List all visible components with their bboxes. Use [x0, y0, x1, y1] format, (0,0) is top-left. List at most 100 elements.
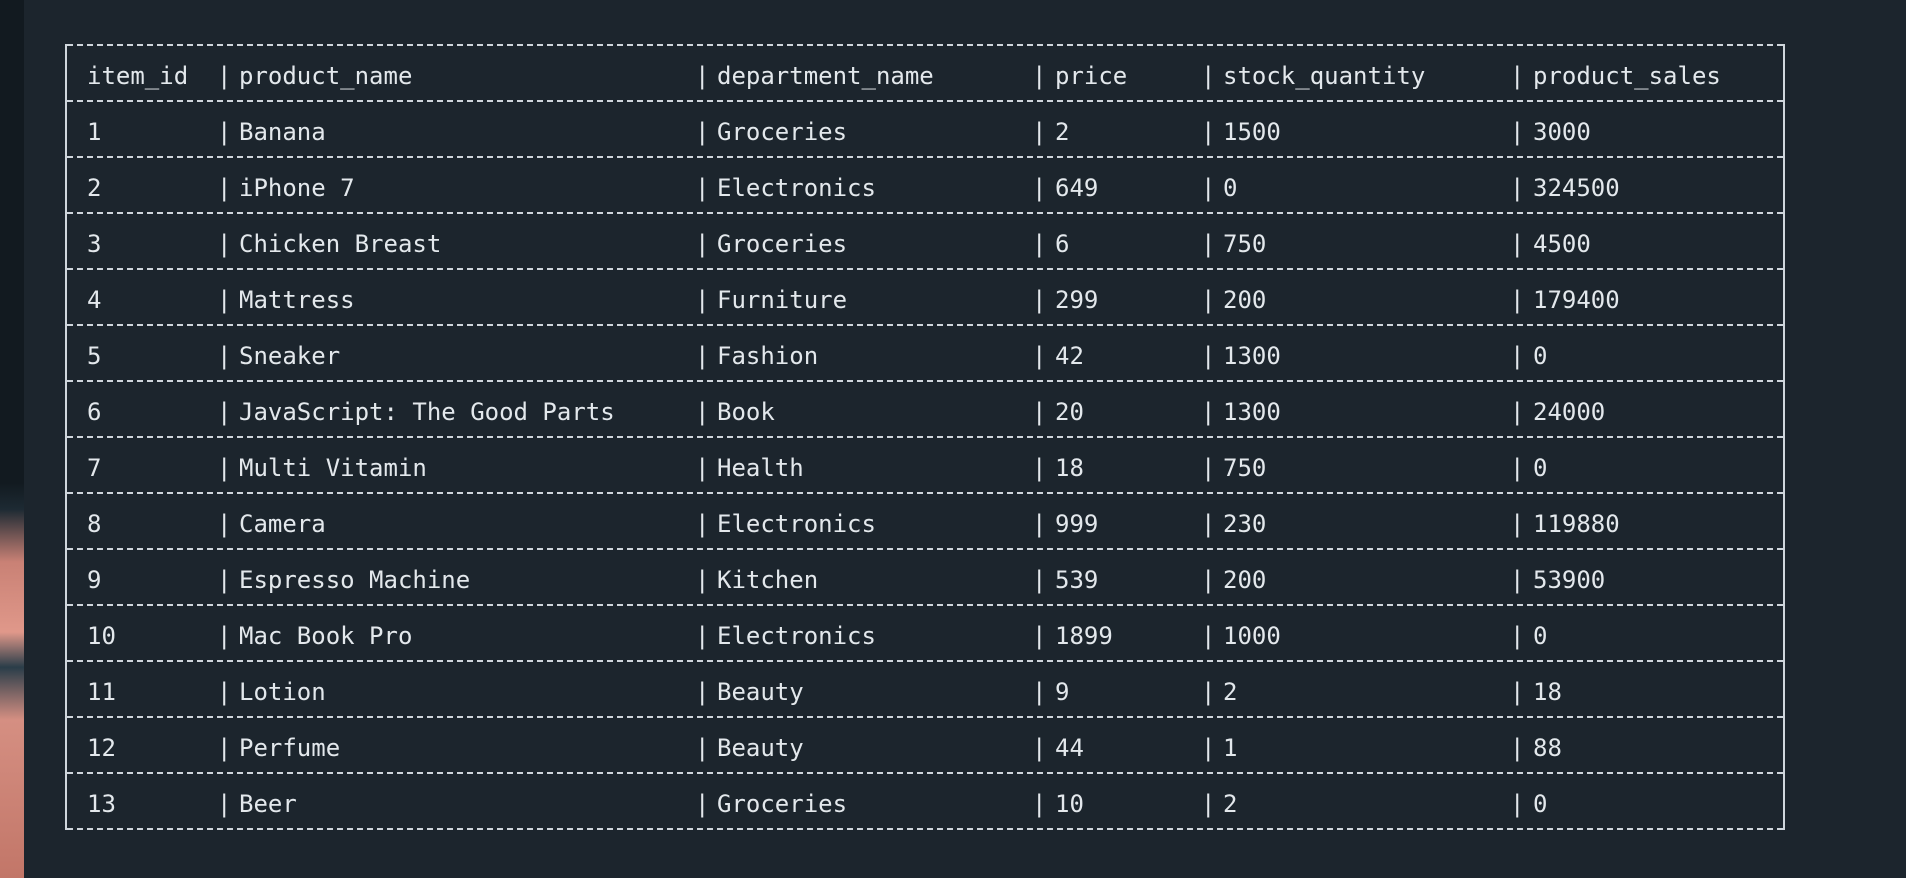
- row-divider: [67, 212, 1783, 214]
- column-separator: |: [1201, 678, 1216, 706]
- row-divider: [67, 380, 1783, 382]
- column-header-price: price: [1055, 62, 1128, 90]
- column-separator: |: [1510, 734, 1525, 762]
- cell-department-name: Health: [717, 454, 804, 482]
- column-separator: |: [217, 118, 232, 146]
- cell-stock-quantity: 1: [1223, 734, 1238, 762]
- row-divider: [67, 268, 1783, 270]
- column-separator: |: [695, 286, 710, 314]
- column-separator: |: [695, 118, 710, 146]
- cell-price: 539: [1055, 566, 1099, 594]
- cell-department-name: Furniture: [717, 286, 848, 314]
- row-divider: [67, 772, 1783, 774]
- column-separator: |: [217, 62, 232, 90]
- cell-department-name: Book: [717, 398, 775, 426]
- column-separator: |: [1510, 342, 1525, 370]
- column-separator: |: [695, 678, 710, 706]
- column-separator: |: [217, 230, 232, 258]
- column-separator: |: [217, 510, 232, 538]
- cell-stock-quantity: 2: [1223, 790, 1238, 818]
- cell-product-name: Banana: [239, 118, 326, 146]
- cell-product-name: Lotion: [239, 678, 326, 706]
- column-separator: |: [695, 454, 710, 482]
- row-divider: [67, 660, 1783, 662]
- column-separator: |: [1032, 62, 1047, 90]
- cell-price: 42: [1055, 342, 1084, 370]
- cell-product-sales: 88: [1533, 734, 1562, 762]
- column-separator: |: [217, 342, 232, 370]
- column-separator: |: [217, 174, 232, 202]
- column-separator: |: [1201, 342, 1216, 370]
- cell-department-name: Groceries: [717, 790, 848, 818]
- cell-stock-quantity: 200: [1223, 566, 1267, 594]
- cell-department-name: Fashion: [717, 342, 819, 370]
- cell-product-sales: 24000: [1533, 398, 1606, 426]
- row-divider: [67, 716, 1783, 718]
- column-separator: |: [217, 286, 232, 314]
- column-separator: |: [1510, 566, 1525, 594]
- cell-product-name: Camera: [239, 510, 326, 538]
- cell-product-sales: 0: [1533, 790, 1548, 818]
- cell-department-name: Beauty: [717, 734, 804, 762]
- column-separator: |: [1510, 398, 1525, 426]
- column-separator: |: [217, 622, 232, 650]
- column-separator: |: [1510, 174, 1525, 202]
- cell-product-name: Beer: [239, 790, 297, 818]
- query-result-table: item_id product_name department_name price s…: [65, 44, 1785, 830]
- column-separator: |: [1032, 230, 1047, 258]
- cell-department-name: Electronics: [717, 510, 876, 538]
- desktop-wallpaper: [0, 0, 24, 878]
- cell-product-sales: 3000: [1533, 118, 1591, 146]
- column-separator: |: [1201, 790, 1216, 818]
- column-separator: |: [695, 342, 710, 370]
- row-divider: [67, 100, 1783, 102]
- cell-product-sales: 0: [1533, 454, 1548, 482]
- cell-stock-quantity: 1300: [1223, 398, 1281, 426]
- column-separator: |: [695, 62, 710, 90]
- cell-department-name: Beauty: [717, 678, 804, 706]
- column-separator: |: [1201, 622, 1216, 650]
- row-divider: [67, 44, 1783, 46]
- column-separator: |: [1032, 118, 1047, 146]
- column-separator: |: [1510, 118, 1525, 146]
- column-header-stock-quantity: stock_quantity: [1223, 62, 1426, 90]
- column-separator: |: [1510, 678, 1525, 706]
- cell-stock-quantity: 200: [1223, 286, 1267, 314]
- column-separator: |: [1032, 286, 1047, 314]
- column-separator: |: [217, 678, 232, 706]
- cell-stock-quantity: 750: [1223, 230, 1267, 258]
- row-divider: [67, 436, 1783, 438]
- cell-price: 299: [1055, 286, 1099, 314]
- cell-price: 2: [1055, 118, 1070, 146]
- column-separator: |: [1032, 790, 1047, 818]
- column-separator: |: [1201, 510, 1216, 538]
- column-separator: |: [1201, 174, 1216, 202]
- column-separator: |: [1032, 622, 1047, 650]
- column-separator: |: [1032, 734, 1047, 762]
- row-divider: [67, 604, 1783, 606]
- column-separator: |: [1510, 510, 1525, 538]
- cell-price: 6: [1055, 230, 1070, 258]
- cell-product-name: Mattress: [239, 286, 355, 314]
- cell-product-name: Multi Vitamin: [239, 454, 427, 482]
- cell-item-id: 9: [87, 566, 102, 594]
- terminal-window[interactable]: item_id product_name department_name price s…: [24, 0, 1906, 878]
- cell-price: 649: [1055, 174, 1099, 202]
- column-separator: |: [217, 566, 232, 594]
- column-separator: |: [1201, 118, 1216, 146]
- cell-item-id: 12: [87, 734, 116, 762]
- column-separator: |: [695, 790, 710, 818]
- cell-product-name: Espresso Machine: [239, 566, 471, 594]
- cell-department-name: Groceries: [717, 230, 848, 258]
- column-separator: |: [1032, 342, 1047, 370]
- column-separator: |: [695, 566, 710, 594]
- cell-product-name: JavaScript: The Good Parts: [239, 398, 615, 426]
- column-separator: |: [1032, 510, 1047, 538]
- column-separator: |: [1510, 230, 1525, 258]
- column-separator: |: [217, 790, 232, 818]
- cell-item-id: 6: [87, 398, 102, 426]
- cell-product-name: Chicken Breast: [239, 230, 442, 258]
- cell-price: 20: [1055, 398, 1084, 426]
- cell-item-id: 10: [87, 622, 116, 650]
